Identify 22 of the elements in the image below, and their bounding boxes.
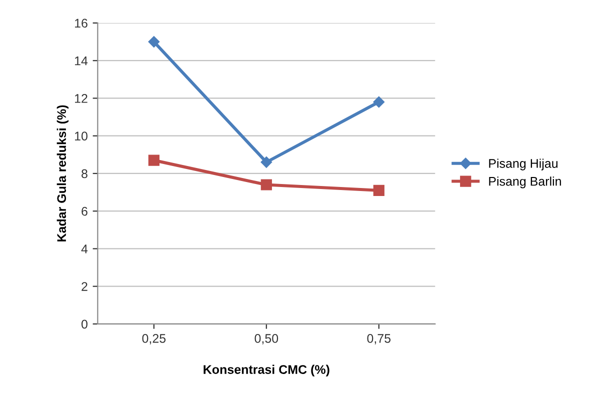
point — [148, 154, 160, 166]
y-axis-title: Kadar Gula reduksi (%) — [56, 105, 68, 242]
legend-label: Pisang Hijau — [489, 158, 558, 170]
y-tick-label: 6 — [82, 206, 88, 216]
point — [148, 36, 160, 48]
x-tick-label: 0,75 — [367, 334, 391, 344]
y-tick-label: 10 — [75, 132, 88, 140]
x-tick-label: 0,50 — [254, 334, 278, 344]
point — [373, 96, 384, 108]
legend-label: Pisang Barlin — [489, 176, 561, 188]
point — [260, 156, 272, 168]
point — [373, 184, 384, 196]
y-tick-label: 14 — [75, 56, 88, 66]
x-tick-label: 0,25 — [142, 334, 166, 344]
y-tick-label: 2 — [82, 282, 88, 291]
y-tick-label: 4 — [81, 244, 88, 254]
point — [260, 179, 272, 190]
y-tick-label: 12 — [75, 94, 88, 103]
x-axis-title: Konsentrasi CMC (%) — [204, 364, 330, 376]
y-tick-label: 8 — [82, 169, 88, 178]
y-tick-label: 0 — [81, 320, 88, 329]
y-tick-label: 16 — [75, 18, 88, 28]
